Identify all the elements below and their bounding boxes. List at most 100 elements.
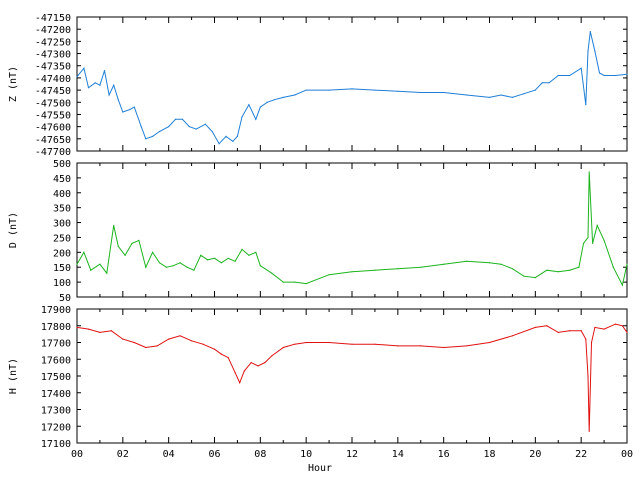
- data-point-z: [140, 126, 142, 128]
- data-point-h: [87, 328, 90, 330]
- y-tick-label: 17900: [41, 305, 71, 316]
- data-point-h: [282, 346, 284, 349]
- data-point-d: [523, 275, 525, 277]
- x-tick-label: 08: [254, 449, 266, 460]
- y-tick-label: 400: [53, 189, 71, 200]
- data-point-h: [614, 323, 617, 325]
- data-point-d: [443, 263, 445, 265]
- data-point-h: [179, 335, 181, 337]
- data-point-h: [557, 331, 559, 334]
- data-point-z: [500, 94, 502, 96]
- data-point-d: [83, 251, 85, 253]
- data-point-z: [585, 104, 587, 106]
- data-point-d: [99, 263, 101, 265]
- data-point-d: [145, 266, 147, 268]
- x-tick-label: 10: [300, 449, 312, 460]
- y-tick-label: 150: [53, 263, 71, 274]
- data-point-h: [239, 382, 241, 384]
- data-point-d: [465, 260, 468, 262]
- panel-z: -47700-47650-47600 -47550-47500-47450-474…: [8, 13, 628, 158]
- data-point-z: [188, 126, 190, 128]
- data-point-h: [234, 372, 236, 374]
- data-point-z: [534, 89, 536, 91]
- data-point-d: [259, 265, 261, 267]
- y-tick-label: -47700: [35, 147, 71, 158]
- y-tick-label: 100: [53, 278, 71, 289]
- data-point-h: [243, 370, 245, 372]
- data-point-z: [195, 128, 197, 130]
- data-point-z: [232, 140, 234, 142]
- y-tick-label: -47150: [35, 13, 71, 24]
- data-point-z: [76, 76, 78, 78]
- data-point-z: [598, 72, 601, 74]
- data-point-h: [443, 346, 445, 349]
- data-point-z: [626, 73, 628, 75]
- data-point-z: [255, 118, 257, 120]
- data-point-h: [110, 330, 112, 332]
- data-point-z: [99, 84, 101, 86]
- data-point-d: [282, 281, 284, 283]
- x-tick-label: 22: [575, 449, 587, 460]
- panel-h-ylabel: H (nT): [8, 358, 19, 394]
- data-point-h: [202, 343, 204, 345]
- data-point-z: [83, 67, 85, 69]
- data-point-h: [626, 331, 628, 334]
- y-tick-label: 17500: [41, 372, 71, 383]
- data-point-d: [626, 263, 628, 265]
- data-point-z: [158, 130, 161, 133]
- data-point-h: [99, 331, 101, 334]
- data-point-z: [603, 74, 605, 77]
- data-point-d: [158, 262, 161, 264]
- data-point-h: [534, 326, 536, 329]
- data-point-d: [172, 265, 174, 267]
- data-point-z: [241, 116, 243, 118]
- data-point-d: [248, 254, 250, 256]
- data-point-z: [133, 106, 135, 108]
- data-point-d: [294, 281, 296, 283]
- data-point-z: [236, 135, 239, 137]
- y-tick-label: 17100: [41, 439, 71, 450]
- x-tick-label: 18: [483, 449, 495, 460]
- y-tick-label: -47500: [35, 98, 71, 109]
- data-point-d: [328, 274, 330, 276]
- y-tick-label: 300: [53, 219, 71, 230]
- data-point-d: [241, 248, 243, 250]
- data-point-z: [557, 74, 559, 77]
- data-point-d: [152, 251, 154, 253]
- x-tick-label: 00: [621, 449, 633, 460]
- data-point-z: [218, 143, 220, 145]
- y-tick-label: 200: [53, 248, 71, 259]
- x-tick-label: 12: [346, 449, 358, 460]
- data-point-h: [590, 341, 593, 344]
- data-point-h: [133, 341, 135, 344]
- data-point-z: [122, 111, 124, 113]
- data-point-z: [129, 108, 131, 111]
- data-point-h: [190, 340, 193, 342]
- data-point-h: [213, 348, 216, 350]
- x-tick-label: 20: [529, 449, 541, 460]
- data-point-h: [271, 355, 273, 357]
- data-point-d: [592, 242, 594, 244]
- data-point-h: [587, 375, 589, 377]
- y-tick-label: -47600: [35, 123, 71, 134]
- y-tick-label: 17800: [41, 322, 71, 333]
- data-point-z: [488, 96, 491, 98]
- data-point-h: [220, 353, 222, 355]
- data-point-d: [179, 262, 181, 264]
- data-point-h: [488, 341, 491, 344]
- data-point-d: [106, 272, 108, 274]
- y-tick-label: 450: [53, 174, 71, 185]
- data-point-h: [580, 330, 582, 332]
- y-tick-label: 250: [53, 233, 71, 244]
- data-point-z: [580, 67, 582, 69]
- data-point-d: [124, 254, 126, 256]
- data-point-h: [546, 325, 548, 327]
- data-point-z: [117, 99, 119, 101]
- data-point-d: [213, 257, 216, 259]
- data-point-d: [603, 239, 605, 242]
- data-point-z: [174, 118, 177, 120]
- y-tick-label: 50: [59, 293, 71, 304]
- y-tick-label: -47250: [35, 37, 71, 48]
- data-point-d: [220, 262, 222, 264]
